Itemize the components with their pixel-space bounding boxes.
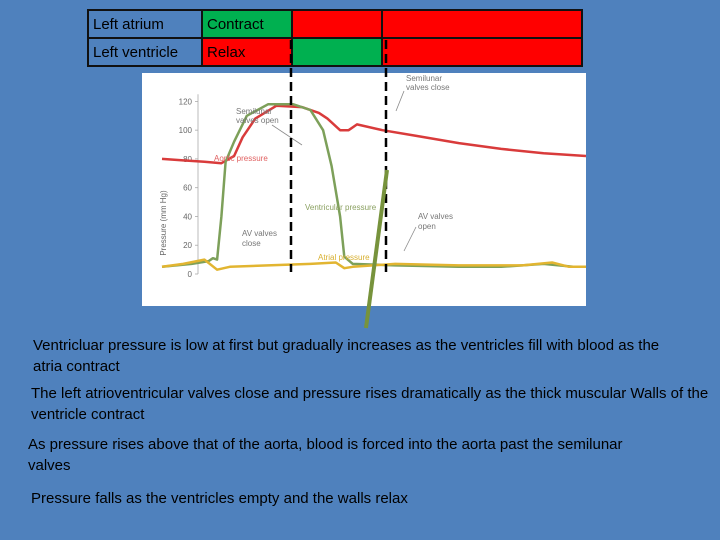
- y-tick-label: 120: [179, 97, 193, 106]
- note-2: The left atrioventricular valves close a…: [31, 385, 709, 423]
- y-tick-label: 60: [183, 184, 192, 193]
- series-line-1: [161, 103, 586, 269]
- phase-cell-ventricle-2: [291, 37, 383, 67]
- annotation-aortic-pressure: Aortic pressure: [214, 154, 268, 163]
- note-3: As pressure rises above that of the aort…: [28, 436, 623, 474]
- annotation-semilunar-close-2: valves close: [406, 83, 450, 92]
- pressure-chart-svg: Pressure (mm Hg) 0 20 40 60 80 100 120 Semilun…: [159, 74, 586, 279]
- annotation-pointer-semilunar-close: [395, 90, 405, 112]
- series-line-0: [161, 104, 586, 165]
- y-tick-label: 80: [183, 155, 192, 164]
- phase-cell-atrium-2: [291, 9, 383, 39]
- annotation-semilunar-close-1: Semilunar: [406, 74, 442, 83]
- series-line-2: [161, 258, 586, 271]
- y-tick-label: 100: [179, 126, 193, 135]
- annotation-semilunar-open-1: Semilunar: [236, 107, 272, 116]
- annotation-av-close-1: AV valves: [242, 229, 277, 238]
- annotation-semilunar-open-2: valves open: [236, 116, 279, 125]
- y-axis-label: Pressure (mm Hg): [159, 190, 168, 256]
- row-label-ventricle: Left ventricle: [87, 37, 203, 67]
- phase-cell-ventricle-1: Relax: [201, 37, 293, 67]
- annotation-atrial-pressure: Atrial pressure: [318, 253, 370, 262]
- phase-cell-atrium-1: Contract: [201, 9, 293, 39]
- phase-row-atrium: Left atrium Contract: [87, 9, 583, 39]
- note-1: Ventricluar pressure is low at first but…: [33, 337, 660, 375]
- phase-row-ventricle: Left ventricle Relax: [87, 37, 583, 67]
- annotation-av-open-1: AV valves: [418, 212, 453, 221]
- phase-cell-atrium-3: [381, 9, 583, 39]
- note-4: Pressure falls as the ventricles empty a…: [31, 490, 408, 507]
- phase-cell-ventricle-3: [381, 37, 583, 67]
- y-tick-label: 40: [183, 212, 192, 221]
- annotation-ventricular-pressure: Ventricular pressure: [305, 203, 377, 212]
- annotation-pointer-av-open: [403, 226, 417, 252]
- pressure-chart: Pressure (mm Hg) 0 20 40 60 80 100 120 Semilun…: [142, 73, 586, 306]
- row-label-atrium: Left atrium: [87, 9, 203, 39]
- annotation-av-open-2: open: [418, 222, 436, 231]
- y-tick-label: 0: [188, 270, 193, 279]
- phase-table: Left atrium Contract Left ventricle Rela…: [87, 9, 583, 67]
- annotation-av-close-2: close: [242, 239, 261, 248]
- annotation-pointer-semilunar-open: [271, 124, 303, 146]
- y-tick-label: 20: [183, 241, 192, 250]
